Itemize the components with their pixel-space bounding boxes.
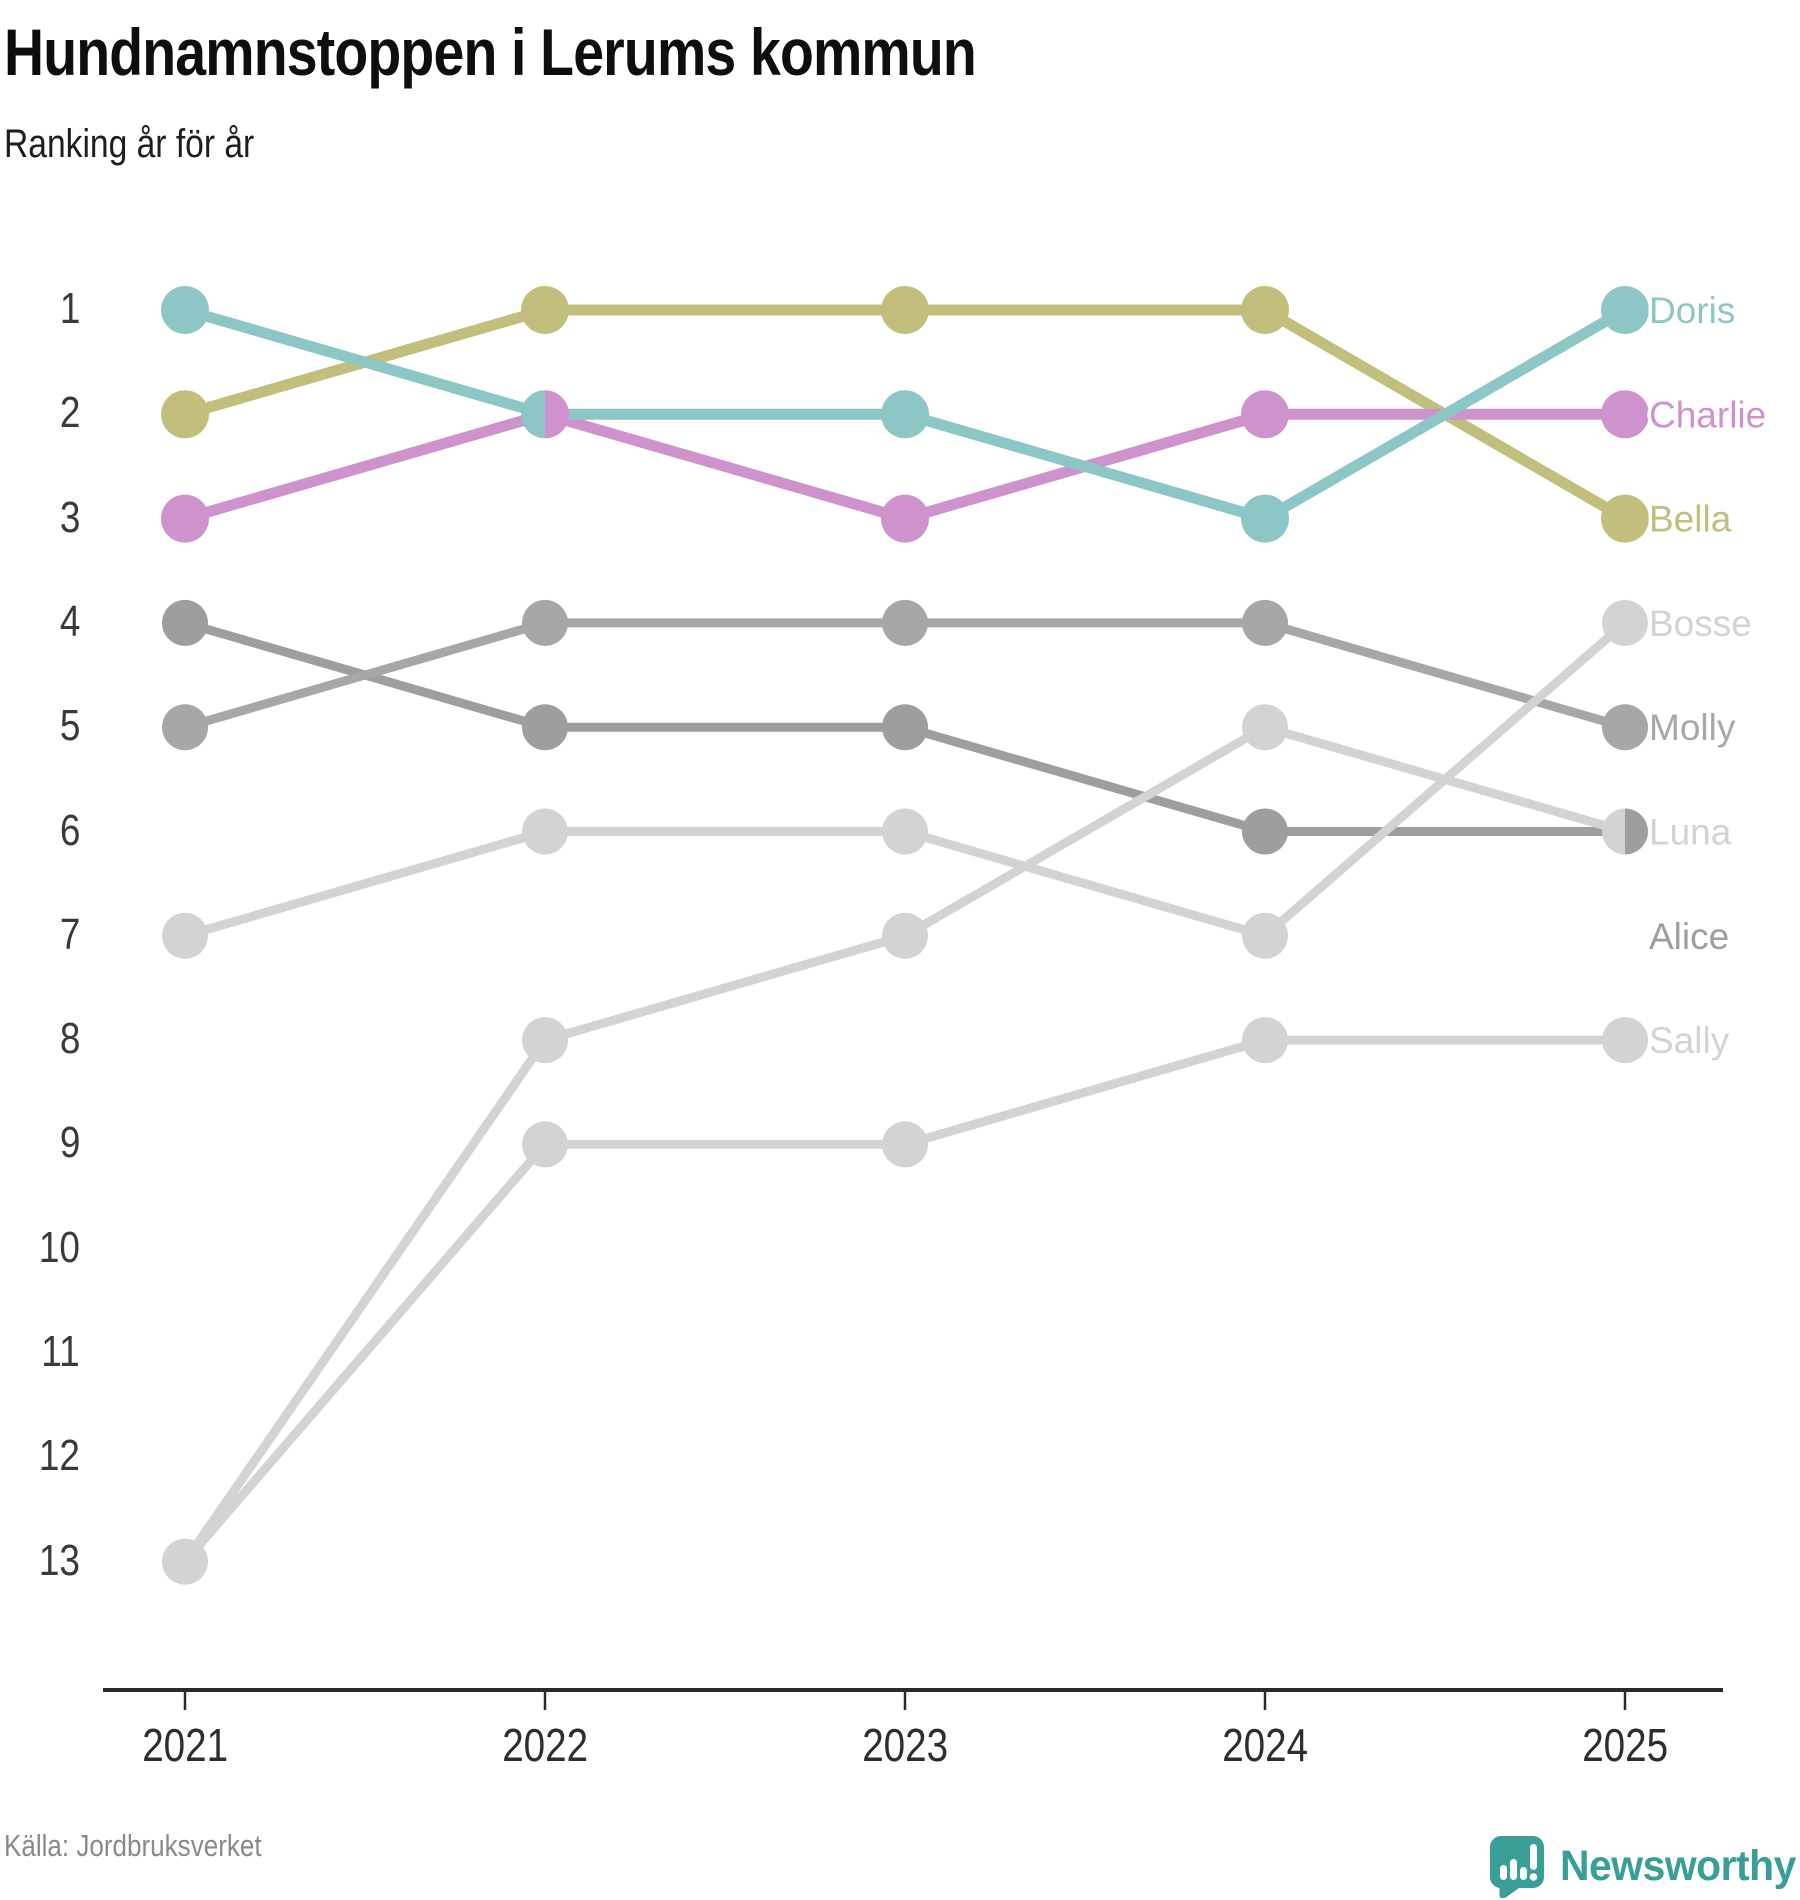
- series-dot-alice: [522, 704, 568, 751]
- series-dot-luna: [522, 1017, 568, 1064]
- series-dot-sally: [1242, 1017, 1288, 1064]
- split-dot-left-doris: [521, 390, 545, 439]
- series-label-luna: Luna: [1649, 812, 1732, 853]
- series-label-charlie: Charlie: [1649, 394, 1766, 435]
- y-tick-label: 10: [38, 1222, 80, 1272]
- x-tick-label: 2022: [502, 1719, 588, 1771]
- series-label-bella: Bella: [1649, 499, 1732, 540]
- y-tick-label: 1: [59, 284, 80, 333]
- series-dot-luna: [882, 912, 928, 959]
- series-dot-luna: [1242, 704, 1288, 751]
- split-dot-left-luna: [1602, 808, 1625, 855]
- series-label-molly: Molly: [1649, 707, 1736, 748]
- series-dot-alice: [162, 599, 208, 646]
- series-dot-alice: [882, 704, 928, 751]
- series-dot-bosse: [1602, 599, 1648, 646]
- split-dot-right-alice: [1625, 808, 1648, 855]
- series-dot-doris: [881, 390, 929, 439]
- series-dot-bella: [161, 390, 209, 439]
- series-dot-sally: [882, 1121, 928, 1168]
- y-tick-label: 4: [59, 596, 80, 646]
- y-tick-label: 7: [59, 909, 80, 959]
- series-label-bosse: Bosse: [1649, 603, 1752, 644]
- series-dot-bosse: [162, 912, 208, 959]
- x-tick-label: 2021: [142, 1719, 228, 1771]
- y-tick-label: 2: [59, 388, 80, 438]
- x-tick-label: 2023: [862, 1719, 948, 1771]
- y-tick-label: 13: [38, 1535, 80, 1585]
- series-dot-molly: [162, 704, 208, 751]
- series-label-alice: Alice: [1649, 916, 1729, 957]
- series-dot-bella: [881, 286, 929, 334]
- series-dot-doris: [1241, 494, 1289, 543]
- series-dot-molly: [522, 599, 568, 646]
- series-dot-alice: [1242, 808, 1288, 855]
- series-label-sally: Sally: [1649, 1020, 1730, 1061]
- series-dot-molly: [1602, 704, 1648, 751]
- series-dot-bosse: [882, 808, 928, 855]
- series-label-doris: Doris: [1649, 290, 1735, 331]
- y-tick-label: 3: [59, 492, 80, 542]
- y-tick-label: 5: [59, 701, 80, 751]
- series-dot-molly: [1242, 599, 1288, 646]
- split-dot-right-charlie: [545, 390, 569, 439]
- y-tick-label: 6: [59, 805, 80, 855]
- series-dot-doris: [1601, 286, 1649, 334]
- series-dot-bella: [1241, 286, 1289, 334]
- page-title: Hundnamnstoppen i Lerums kommun: [4, 15, 977, 89]
- series-dot-bosse: [1242, 912, 1288, 959]
- x-tick-label: 2024: [1222, 1719, 1308, 1771]
- series-dot-charlie: [881, 494, 929, 543]
- y-tick-label: 12: [38, 1431, 80, 1481]
- series-dot-charlie: [1601, 390, 1649, 439]
- x-tick-label: 2025: [1582, 1719, 1668, 1771]
- y-tick-label: 8: [59, 1014, 80, 1064]
- brand-footer: Newsworthy: [1488, 1834, 1800, 1898]
- series-line-sally: [181, 1035, 1625, 1565]
- brand-name: Newsworthy: [1560, 1841, 1796, 1890]
- split-dot-left-luna: [162, 1538, 185, 1585]
- series-dot-doris: [161, 286, 209, 334]
- source-note: Källa: Jordbruksverket: [4, 1828, 262, 1863]
- chart-subtitle: Ranking år för år: [4, 122, 255, 166]
- y-tick-label: 11: [41, 1327, 80, 1376]
- y-tick-label: 9: [59, 1118, 80, 1168]
- series-dot-bella: [1601, 494, 1649, 543]
- series-dot-molly: [882, 599, 928, 646]
- series-line-bosse: [183, 619, 1628, 941]
- series-dot-bosse: [522, 808, 568, 855]
- series-dot-charlie: [161, 494, 209, 543]
- series-dot-charlie: [1241, 390, 1289, 439]
- newsworthy-logo-icon: [1489, 1836, 1544, 1898]
- series-dot-sally: [1602, 1017, 1648, 1064]
- split-dot-right-sally: [185, 1538, 208, 1585]
- series-dot-sally: [522, 1121, 568, 1168]
- series-dot-bella: [521, 286, 569, 334]
